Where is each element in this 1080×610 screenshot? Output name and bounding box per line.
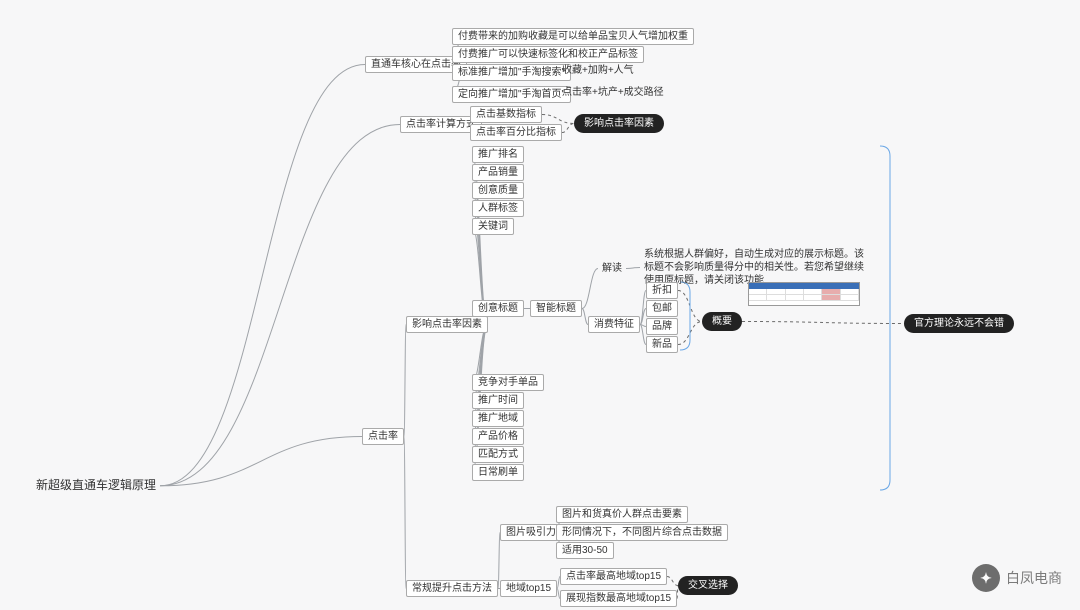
creative-title: 创意标题 [472,300,524,317]
root-title: 新超级直通车逻辑原理 [32,478,160,494]
methods: 常规提升点击方法 [406,580,498,597]
factors-pill-1: 影响点击率因素 [574,114,664,133]
ctr: 点击率 [362,428,404,445]
match: 匹配方式 [472,446,524,463]
m2a: 点击率最高地域top15 [560,568,667,585]
a1c1: 收藏+加购+人气 [558,64,638,77]
summary-pill: 概要 [702,312,742,331]
b1b: 点击率百分比指标 [470,124,562,141]
table-thumbnail [748,282,860,306]
compete: 竞争对手单品 [472,374,544,391]
factors: 影响点击率因素 [406,316,488,333]
m2b: 展现指数最高地域top15 [560,590,677,607]
a1a: 付费带来的加购收藏是可以给单品宝贝人气增加权重 [452,28,694,45]
img-attr: 图片吸引力 [500,524,562,541]
m1a: 图片和货真价人群点击要素 [556,506,688,523]
consume: 消费特征 [588,316,640,333]
time: 推广时间 [472,392,524,409]
watermark-text: 白凤电商 [1006,568,1062,588]
c1d: 人群标签 [472,200,524,217]
m1c: 适用30-50 [556,542,614,559]
explain: 解读 [598,262,626,275]
region-top: 地域top15 [500,580,557,597]
region: 推广地域 [472,410,524,427]
price: 产品价格 [472,428,524,445]
a1c: 标准推广增加"手淘搜索" [452,64,571,81]
c1c: 创意质量 [472,182,524,199]
smart-title: 智能标题 [530,300,582,317]
a1d: 定向推广增加"手淘首页" [452,86,571,103]
a1b: 付费推广可以快速标签化和校正产品标签 [452,46,644,63]
b1a: 点击基数指标 [470,106,542,123]
c1e: 关键词 [472,218,514,235]
brush: 日常刷单 [472,464,524,481]
wechat-icon: ✦ [972,564,1000,592]
right-pill: 官方理论永远不会错 [904,314,1014,333]
cross-pill: 交叉选择 [678,576,738,595]
free-ship: 包邮 [646,300,678,317]
watermark: ✦ 白凤电商 [972,564,1062,592]
brand: 品牌 [646,318,678,335]
c1b: 产品销量 [472,164,524,181]
new: 新品 [646,336,678,353]
m1b: 形同情况下，不同图片综合点击数据 [556,524,728,541]
a1d1: 点击率+坑产+成交路径 [558,86,668,99]
c1a: 推广排名 [472,146,524,163]
discount: 折扣 [646,282,678,299]
